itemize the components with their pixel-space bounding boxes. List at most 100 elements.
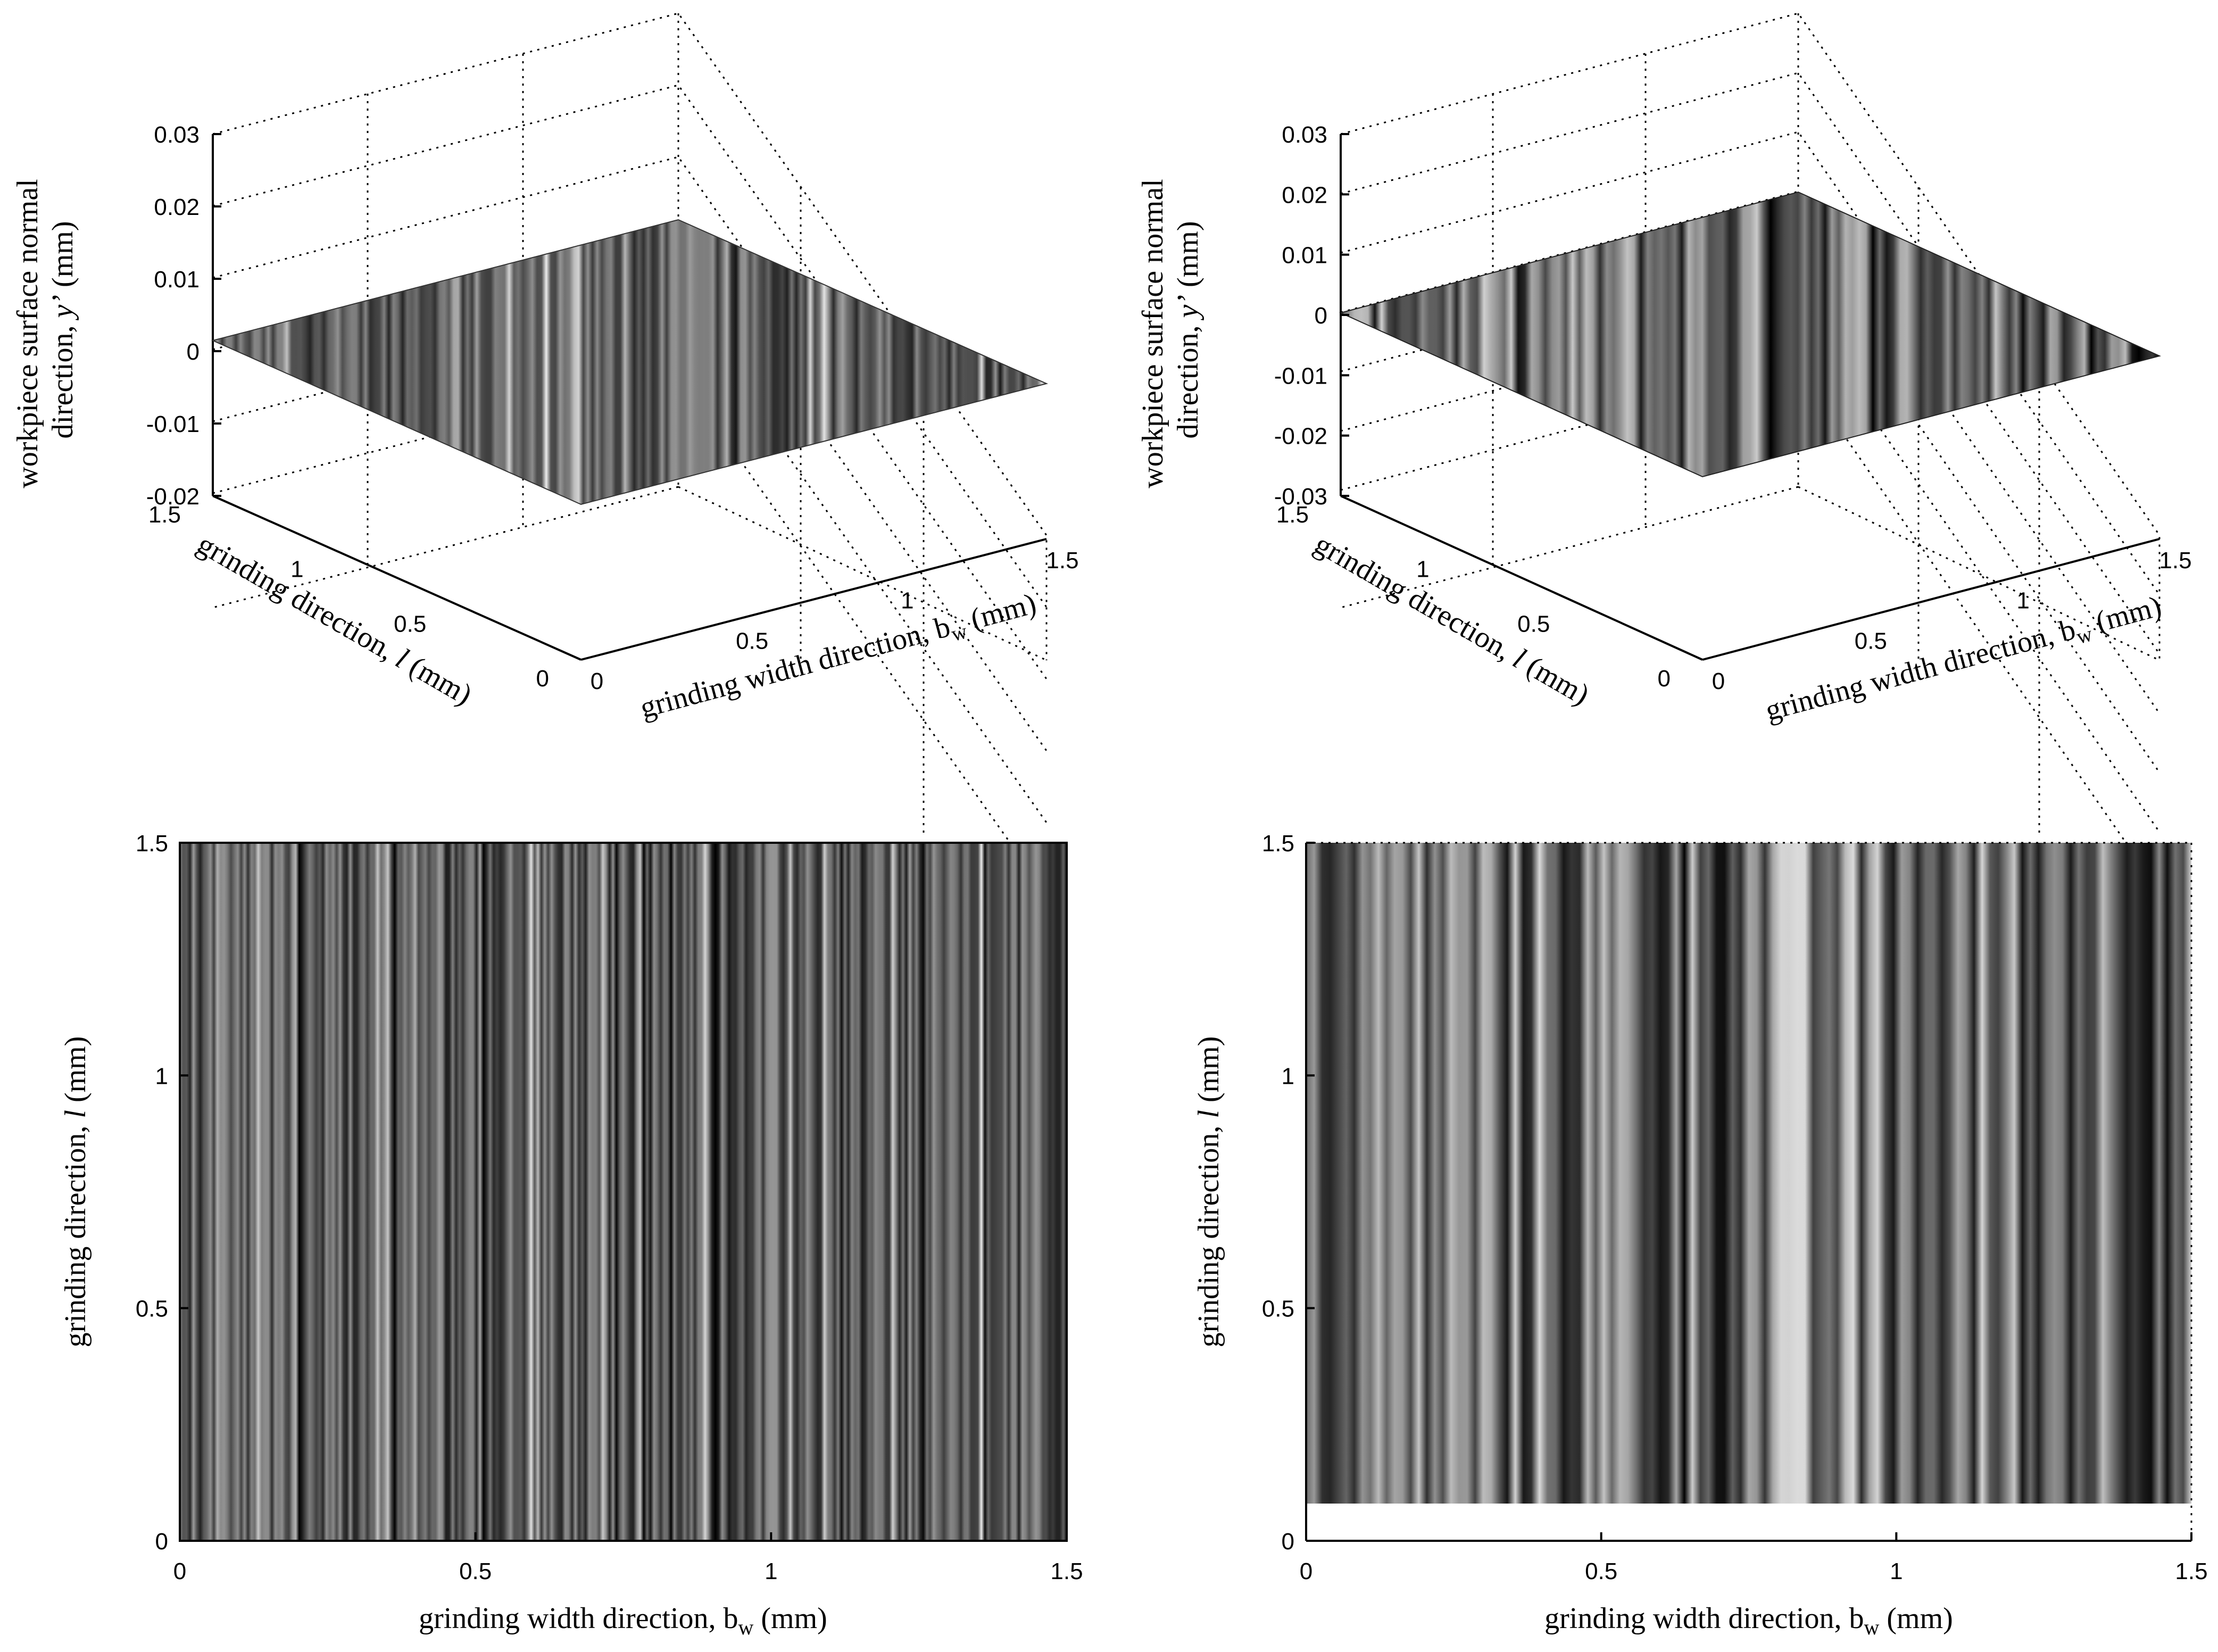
x-axis-label-unit: (mm): [753, 1602, 827, 1635]
z-tick-label: -0.03: [1274, 484, 1327, 510]
x-axis-label-sub: w: [738, 1615, 754, 1639]
surface-plot-measured-3d: 0.03 0.02 0.01 0 -0.01 -0.02 0 0.5 1 1.5 0 0.5 1 1.…: [11, 12, 1079, 895]
x-axis-label-unit: (mm): [2085, 590, 2165, 641]
y-axis-label-text: grinding direction,: [1309, 527, 1524, 670]
x-axis-label-unit: (mm): [1879, 1602, 1953, 1635]
y-axis-label-unit: (mm): [1192, 1036, 1225, 1110]
y-tick-label: 0: [155, 1529, 168, 1555]
y-tick-label: 1: [1282, 1063, 1294, 1089]
x-axis-label: grinding width direction, bw (mm): [1544, 1602, 1953, 1639]
z-tick-labels: 0.03 0.02 0.01 0 -0.01 -0.02 -0.03: [1274, 122, 1349, 510]
x-tick-label: 1: [901, 588, 913, 614]
x-axis-label-unit: (mm): [960, 587, 1040, 638]
z-axis-label-unit: (mm): [46, 221, 79, 295]
x-tick-label: 0: [1712, 668, 1725, 694]
x-tick-labels: 0 0.5 1 1.5: [591, 547, 1079, 694]
z-axis-label: workpiece surface normal direction, y’ (…: [11, 171, 79, 488]
z-tick-label: 0: [1315, 303, 1327, 329]
z-tick-label: 0.02: [1282, 182, 1327, 208]
y-tick-label: 1.5: [136, 831, 168, 857]
y-tick-label: 0: [1658, 666, 1671, 692]
y-tick-labels: 0 0.5 1 1.5: [148, 502, 549, 692]
x-tick-label: 0.5: [736, 628, 768, 654]
z-tick-label: 0.01: [154, 267, 200, 293]
y-axis-label: grinding direction, l (mm): [192, 527, 477, 711]
z-tick-label: 0.03: [154, 122, 200, 148]
z-axis-label-var: y’: [46, 295, 79, 321]
x-tick-label: 1: [2016, 588, 2029, 614]
y-tick-labels: 0 0.5 1 1.5: [1276, 502, 1671, 692]
y-axis-label-var: l: [59, 1110, 92, 1118]
z-tick-label: 0.01: [1282, 243, 1327, 269]
y-tick-label: 0.5: [136, 1296, 168, 1322]
z-tick-label: 0.03: [1282, 122, 1327, 148]
x-tick-label: 0.5: [459, 1558, 492, 1584]
image-area: [180, 843, 1067, 1541]
heatmap-measured-2d: 0 0.5 1 1.5 0 0.5 1 1.5 grinding width directi…: [59, 831, 1083, 1639]
x-tick-label: 1.5: [2175, 1558, 2207, 1584]
y-axis-label-var: l: [1192, 1110, 1225, 1118]
x-axis-label: grinding width direction, bw (mm): [637, 587, 1041, 728]
x-axis-label: grinding width direction, bw (mm): [1762, 590, 2166, 731]
y-tick-label: 1.5: [148, 502, 181, 528]
x-tick-label: 1.5: [2159, 547, 2191, 574]
x-tick-label: 0: [591, 668, 603, 694]
x-tick-label: 0.5: [1855, 628, 1887, 654]
x-tick-labels: 0 0.5 1 1.5: [1300, 1532, 2208, 1584]
y-tick-label: 1: [290, 557, 303, 583]
surface-plot-simulated-3d: 0.030.020.010-0.01-0.02-0.03 00.511.5 00…: [1136, 12, 2192, 892]
y-axis-label: grinding direction, l (mm): [1192, 1036, 1225, 1348]
x-tick-label: 0: [1300, 1558, 1312, 1584]
y-tick-label: 1: [1416, 557, 1429, 583]
x-axis-label-text: grinding width direction, b: [1762, 613, 2079, 727]
image-area: [1306, 843, 2191, 1504]
y-axis-label-text: grinding direction,: [1192, 1118, 1225, 1348]
z-tick-label: -0.01: [1274, 363, 1327, 389]
heatmap-simulated-2d: 0 0.5 1 1.5 0 0.5 1 1.5 grinding width directi…: [1192, 831, 2208, 1639]
surface: [211, 219, 1049, 505]
axes-3d: [212, 134, 1047, 661]
y-axis-label: grinding direction, l (mm): [59, 1036, 92, 1348]
z-tick-label: 0: [187, 339, 200, 365]
x-tick-label: 0.5: [1585, 1558, 1617, 1584]
x-axis-label-text: grinding width direction, b: [637, 610, 954, 725]
x-tick-label: 1.5: [1046, 547, 1078, 574]
z-tick-label: -0.02: [146, 484, 200, 510]
y-axis-label-unit: (mm): [397, 646, 478, 712]
y-tick-labels: 0 0.5 1 1.5: [1262, 831, 1315, 1555]
y-tick-label: 0: [1282, 1529, 1294, 1555]
y-tick-labels: 0 0.5 1 1.5: [136, 831, 188, 1555]
x-axis-label-text: grinding width direction, b: [419, 1602, 738, 1635]
plot-frame: [179, 842, 1068, 1542]
y-tick-label: 1.5: [1276, 502, 1309, 528]
axis-lines: [1305, 843, 2191, 1542]
y-tick-label: 0.5: [1517, 611, 1550, 637]
z-axis-label-line1: workpiece surface normal: [11, 179, 44, 488]
y-tick-label: 0.5: [394, 611, 426, 637]
z-tick-labels: 0.03 0.02 0.01 0 -0.01 -0.02: [146, 122, 221, 510]
x-axis-label-sub: w: [1864, 1615, 1880, 1639]
y-axis-label-text: grinding direction,: [59, 1118, 92, 1348]
y-axis-label-text: grinding direction,: [192, 527, 406, 670]
z-axis-label: workpiece surface normal direction, y’ (…: [1136, 171, 1204, 488]
z-axis-label-line2: direction,: [1172, 318, 1204, 438]
y-tick-label: 1: [155, 1063, 168, 1089]
x-tick-label: 1: [1890, 1558, 1903, 1584]
z-tick-label: -0.02: [1274, 424, 1327, 450]
z-tick-label: -0.01: [146, 411, 200, 437]
x-tick-labels: 0 0.5 1 1.5: [1712, 547, 2192, 694]
surface: [1339, 191, 2161, 478]
z-axis-label-var: y’: [1172, 295, 1204, 321]
y-axis-label-unit: (mm): [1515, 646, 1595, 712]
z-axis-label-line2: direction,: [46, 318, 79, 438]
y-axis-label: grinding direction, l (mm): [1309, 527, 1594, 711]
x-tick-label: 1.5: [1050, 1558, 1083, 1584]
x-tick-label: 1: [765, 1558, 777, 1584]
x-axis-label: grinding width direction, bw (mm): [419, 1602, 827, 1639]
y-tick-label: 0.5: [1262, 1296, 1294, 1322]
z-tick-label: 0.02: [154, 194, 200, 220]
x-tick-labels: 0 0.5 1 1.5: [173, 1532, 1083, 1584]
z-axis-label-line1: workpiece surface normal: [1136, 179, 1169, 488]
y-tick-label: 0: [536, 666, 549, 692]
